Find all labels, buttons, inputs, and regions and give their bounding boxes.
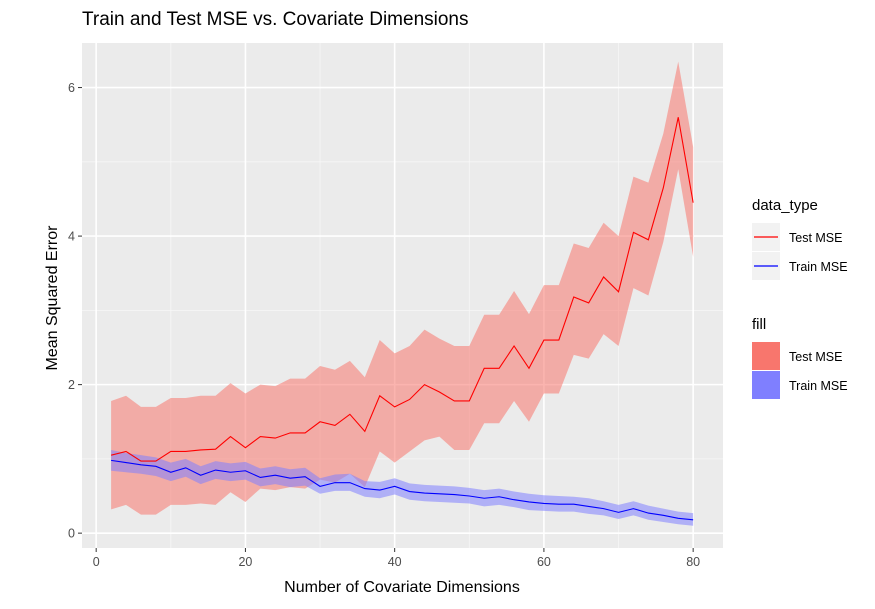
x-tick-label: 40 <box>388 555 402 569</box>
lines <box>110 117 694 521</box>
test-mse-line <box>110 117 694 462</box>
test-mse-legend-swatch <box>752 342 780 370</box>
x-tick-label: 80 <box>686 555 700 569</box>
y-tick-label: 2 <box>68 378 75 392</box>
axes: 0 20 40 60 80 0 2 4 6 <box>68 81 700 569</box>
y-tick-label: 6 <box>68 81 75 95</box>
legend-title: fill <box>752 316 766 333</box>
train-mse-legend-swatch <box>752 371 780 399</box>
x-tick-label: 0 <box>93 555 100 569</box>
x-axis-title: Number of Covariate Dimensions <box>284 579 520 596</box>
legend-title: data_type <box>752 197 818 214</box>
y-tick-label: 4 <box>68 230 75 244</box>
x-tick-label: 60 <box>537 555 551 569</box>
legend-label: Test MSE <box>789 350 843 364</box>
train-mse-ribbon <box>111 449 694 526</box>
chart-title: Train and Test MSE vs. Covariate Dimensi… <box>82 9 469 30</box>
x-tick-label: 20 <box>238 555 252 569</box>
legend-label: Train MSE <box>789 379 848 393</box>
legend-label: Test MSE <box>789 231 843 245</box>
test-mse-ribbon <box>111 61 694 515</box>
train-mse-line <box>111 459 694 521</box>
y-axis-title: Mean Squared Error <box>44 225 61 371</box>
y-tick-label: 0 <box>68 527 75 541</box>
legend: data_type Test MSE Train MSE fill Test MSE Tr… <box>752 197 848 399</box>
legend-label: Train MSE <box>789 260 848 274</box>
ribbons <box>111 61 694 526</box>
